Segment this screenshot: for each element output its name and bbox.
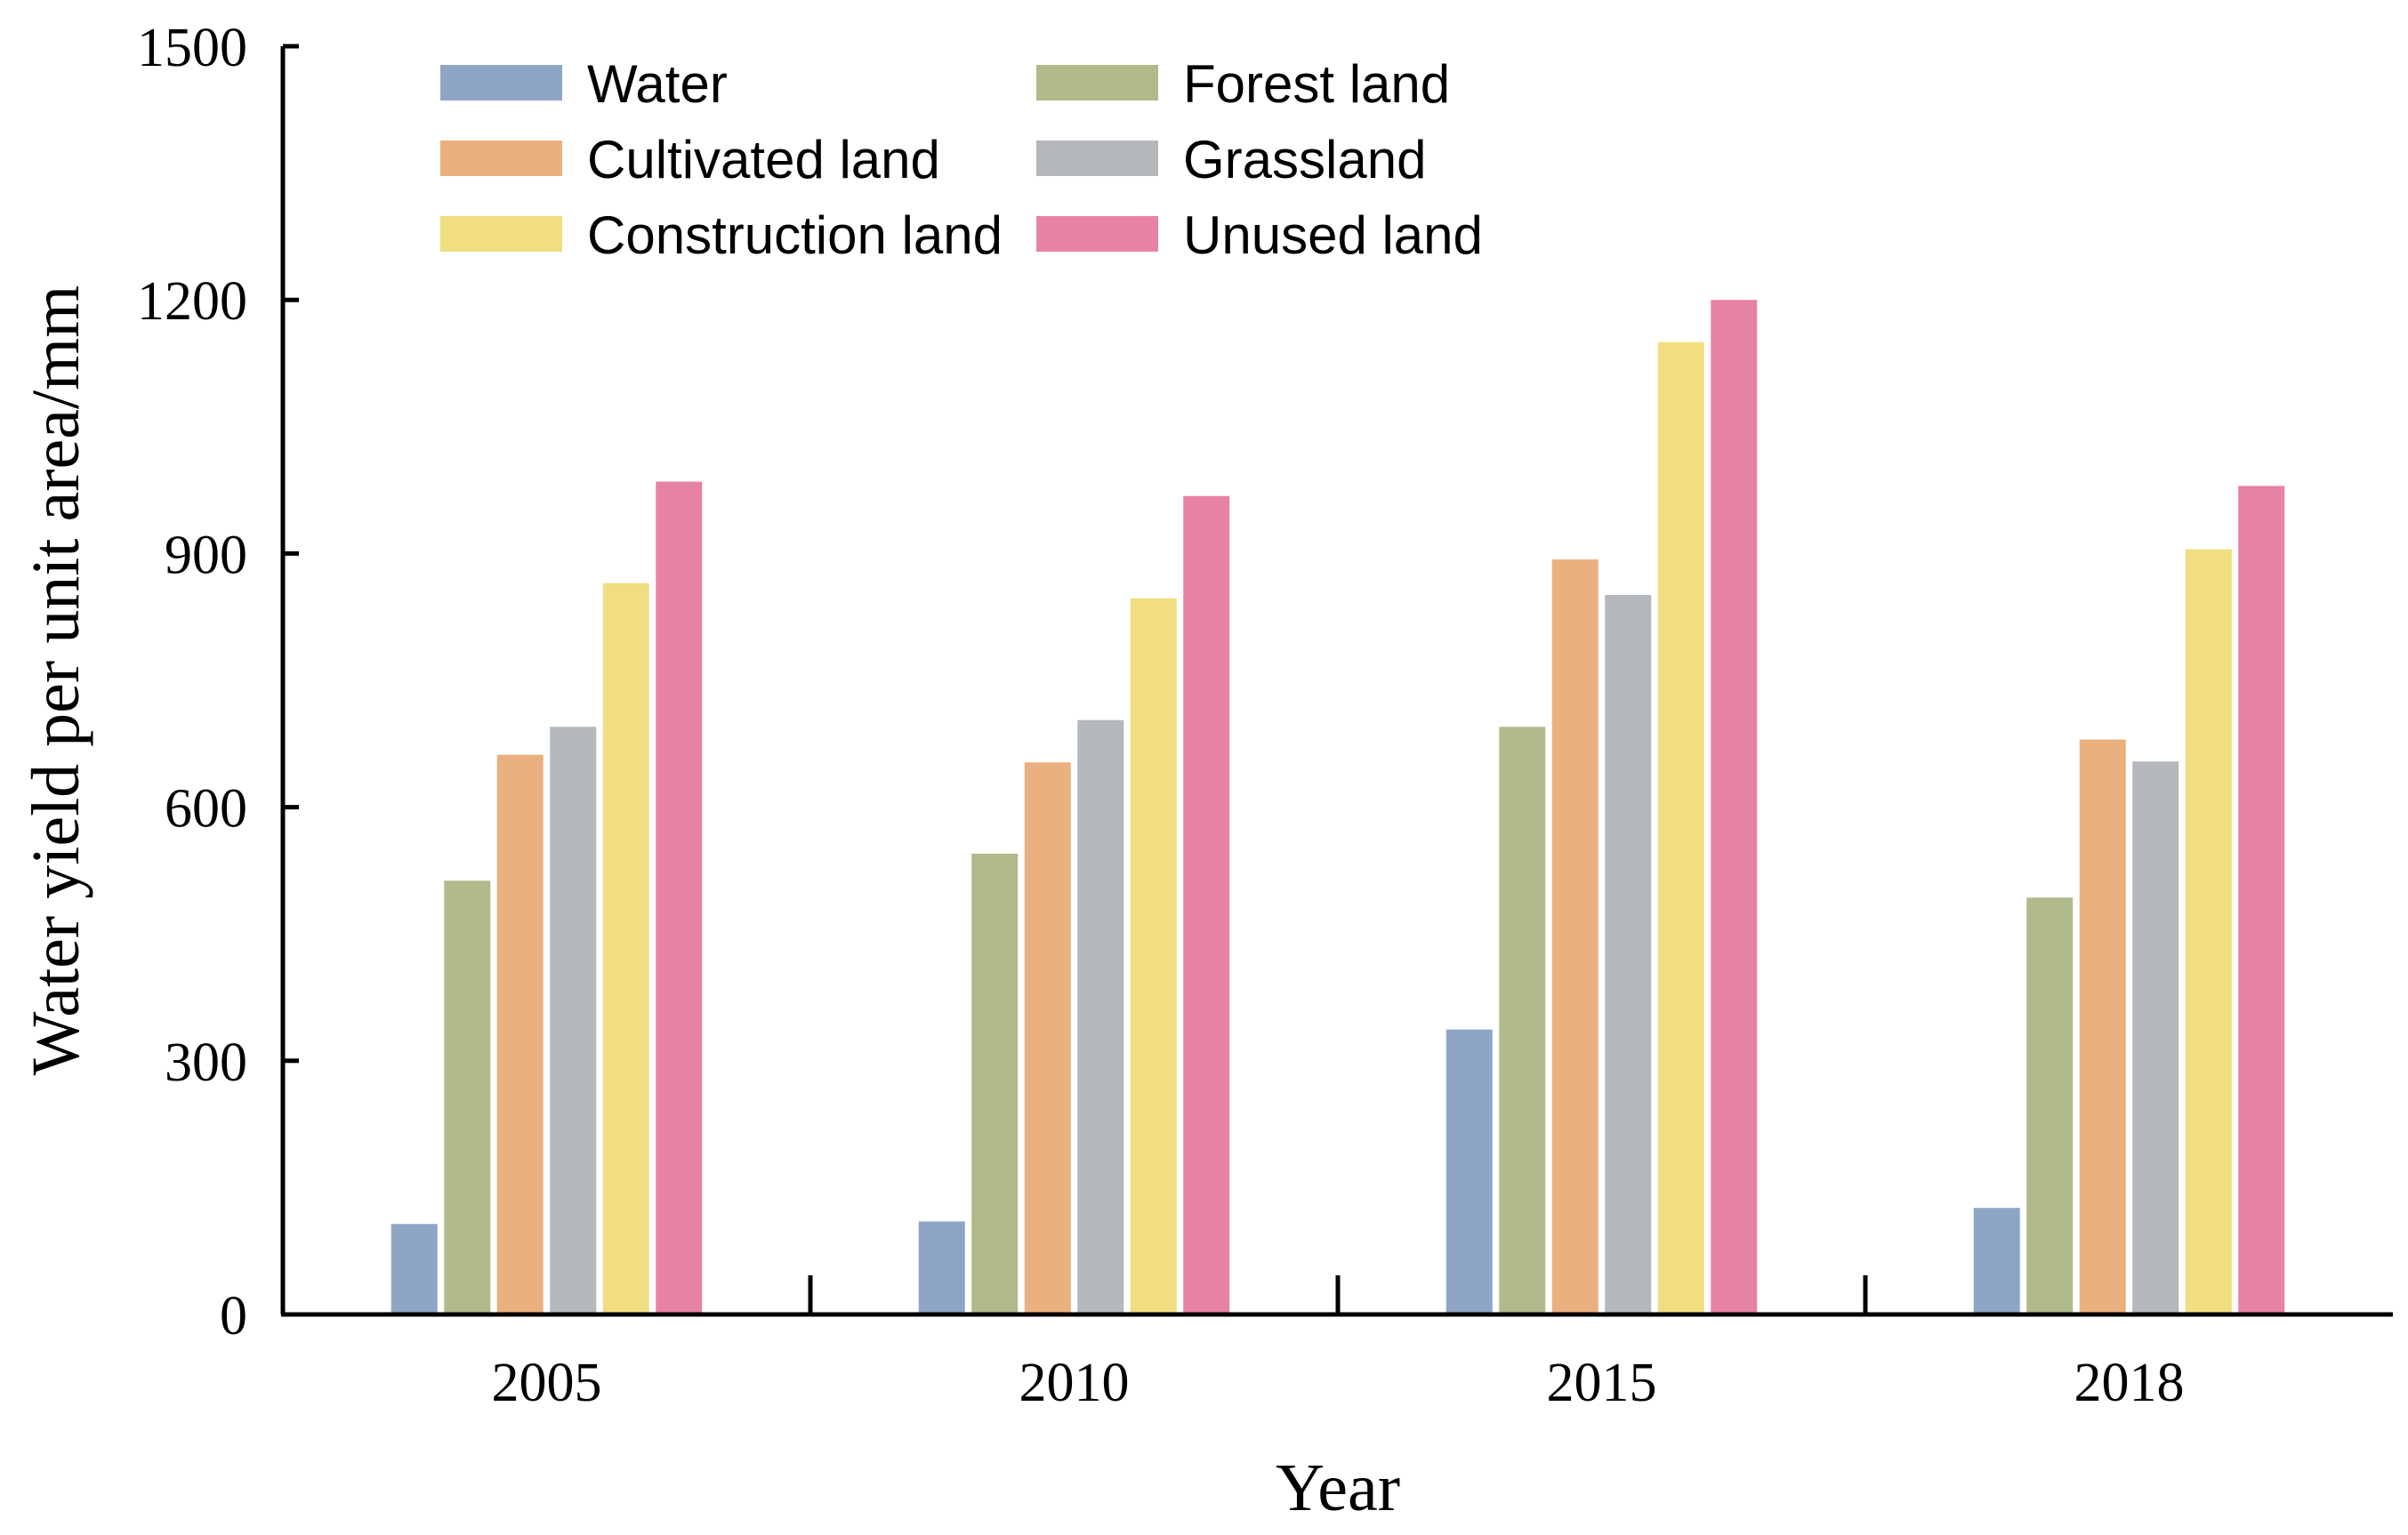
y-tick-label: 1500 xyxy=(137,18,247,78)
x-axis-title: Year xyxy=(1276,1451,1400,1525)
bar xyxy=(2185,549,2232,1314)
bar xyxy=(1973,1208,2020,1314)
x-tick-label: 2018 xyxy=(2074,1353,2185,1413)
x-tick-label: 2010 xyxy=(1019,1353,1130,1413)
legend-swatch xyxy=(1036,216,1158,252)
x-axis-ticks: 2005 2010 2015 2018 xyxy=(492,1275,2185,1413)
legend: Water Forest land Cultivated land Grassland… xyxy=(440,54,1483,265)
bar xyxy=(971,853,1019,1314)
x-tick-label: 2005 xyxy=(492,1353,602,1413)
bar xyxy=(550,727,597,1314)
legend-swatch xyxy=(440,216,562,252)
bar xyxy=(602,583,649,1314)
y-axis-title: Water yield per unit area/mm xyxy=(19,285,93,1076)
bar xyxy=(1657,342,1704,1314)
legend-label: Forest land xyxy=(1183,54,1450,114)
bar xyxy=(1551,559,1599,1314)
bar xyxy=(1077,719,1124,1314)
legend-label: Construction land xyxy=(587,205,1003,265)
legend-label: Water xyxy=(587,54,728,114)
legend-swatch xyxy=(1036,65,1158,100)
bar xyxy=(1711,300,1758,1315)
legend-label: Cultivated land xyxy=(587,130,940,189)
bar xyxy=(1499,727,1546,1314)
y-tick-label: 300 xyxy=(165,1033,247,1093)
bar xyxy=(1605,594,1652,1314)
bar xyxy=(1024,762,1071,1314)
bar xyxy=(2026,897,2074,1314)
bar xyxy=(2079,739,2126,1314)
bar xyxy=(1130,598,1177,1314)
y-tick-label: 0 xyxy=(220,1286,247,1346)
bar-series-group xyxy=(391,300,2285,1315)
bar xyxy=(496,754,544,1314)
x-tick-label: 2015 xyxy=(1547,1353,1657,1413)
legend-swatch xyxy=(1036,141,1158,176)
y-axis-ticks: 0 300 600 900 1200 1500 xyxy=(137,18,299,1346)
legend-swatch xyxy=(440,65,562,100)
bar xyxy=(918,1221,965,1314)
bar xyxy=(2238,486,2285,1314)
y-tick-label: 900 xyxy=(165,525,247,585)
bar xyxy=(1183,495,1230,1314)
bar xyxy=(391,1224,438,1314)
y-tick-label: 600 xyxy=(165,779,247,840)
legend-swatch xyxy=(440,141,562,176)
bar xyxy=(656,481,703,1314)
bar xyxy=(2132,761,2179,1314)
y-tick-label: 1200 xyxy=(137,271,247,332)
bar xyxy=(1446,1029,1493,1314)
legend-label: Grassland xyxy=(1183,130,1426,189)
bar xyxy=(444,880,491,1314)
legend-label: Unused land xyxy=(1183,205,1483,265)
